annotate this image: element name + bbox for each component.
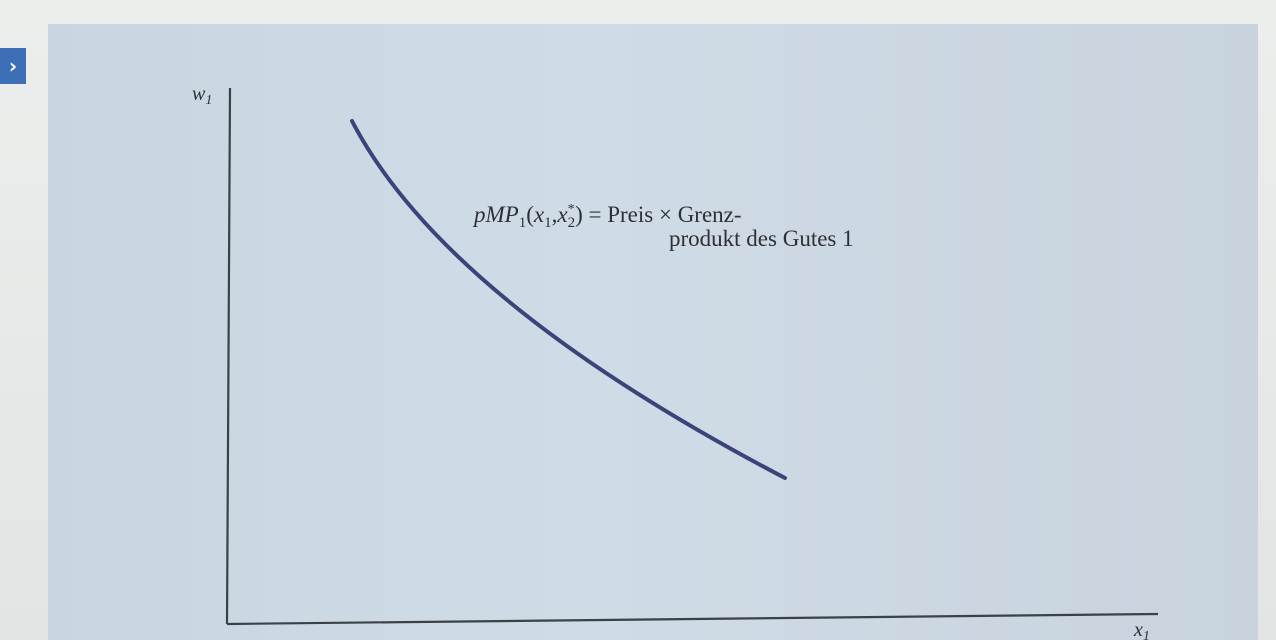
figure-panel [48,24,1258,640]
curve-label-line-2: produkt des Gutes 1 [669,226,854,251]
value-marginal-product-curve [350,119,787,480]
curve-label-line-1: pMP1(x1,x* 2) = Preis × Grenz- [472,202,742,231]
y-axis [225,87,232,625]
x-axis-label: x1 [1133,619,1150,640]
chevron-right-icon: › [0,48,26,84]
y-axis-label: w1 [192,83,212,108]
x-axis [226,612,1159,626]
